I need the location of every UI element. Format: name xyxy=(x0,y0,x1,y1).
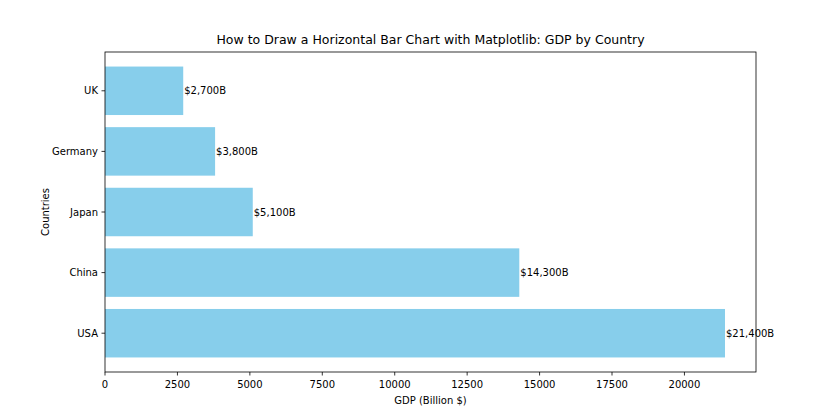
y-tick-label: Japan xyxy=(69,207,98,218)
data-label: $5,100B xyxy=(254,207,296,218)
x-tick xyxy=(394,372,395,376)
y-tick xyxy=(102,333,106,334)
x-tick xyxy=(105,372,106,376)
data-label: $2,700B xyxy=(184,85,226,96)
y-tick xyxy=(102,212,106,213)
x-tick-label: 10000 xyxy=(379,379,411,390)
data-label: $14,300B xyxy=(520,267,568,278)
x-tick xyxy=(177,372,178,376)
bar xyxy=(105,188,253,236)
x-tick-label: 15000 xyxy=(524,379,556,390)
chart-svg: 0 2500 5000 7500 10000 12500 15000 17500 20000 US… xyxy=(0,0,840,420)
x-tick-label: 0 xyxy=(102,379,108,390)
x-tick-label: 17500 xyxy=(596,379,628,390)
x-tick xyxy=(467,372,468,376)
data-label: $21,400B xyxy=(726,328,774,339)
x-tick xyxy=(539,372,540,376)
x-tick xyxy=(249,372,250,376)
x-tick xyxy=(684,372,685,376)
y-tick xyxy=(102,151,106,152)
x-tick xyxy=(612,372,613,376)
x-tick-label: 5000 xyxy=(237,379,262,390)
y-tick-label: China xyxy=(69,267,98,278)
y-tick-label: USA xyxy=(77,328,98,339)
chart-container: 0 2500 5000 7500 10000 12500 15000 17500 20000 US… xyxy=(0,0,840,420)
plot-frame xyxy=(105,52,756,372)
data-label: $3,800B xyxy=(216,146,258,157)
y-tick xyxy=(102,272,106,273)
bars xyxy=(105,67,725,358)
bar xyxy=(105,309,725,357)
y-tick-label: UK xyxy=(84,85,98,96)
bar xyxy=(105,127,215,175)
chart-title: How to Draw a Horizontal Bar Chart with … xyxy=(216,32,645,47)
y-tick-label: Germany xyxy=(52,146,98,157)
x-tick xyxy=(322,372,323,376)
bar xyxy=(105,67,183,115)
bar xyxy=(105,248,519,296)
y-axis-label: Countries xyxy=(40,188,51,236)
x-axis-label: GDP (Billion $) xyxy=(394,395,467,406)
x-tick-label: 7500 xyxy=(310,379,335,390)
x-tick-label: 12500 xyxy=(451,379,483,390)
x-tick-label: 20000 xyxy=(669,379,701,390)
x-tick-label: 2500 xyxy=(165,379,190,390)
background xyxy=(0,0,840,420)
y-tick xyxy=(102,90,106,91)
